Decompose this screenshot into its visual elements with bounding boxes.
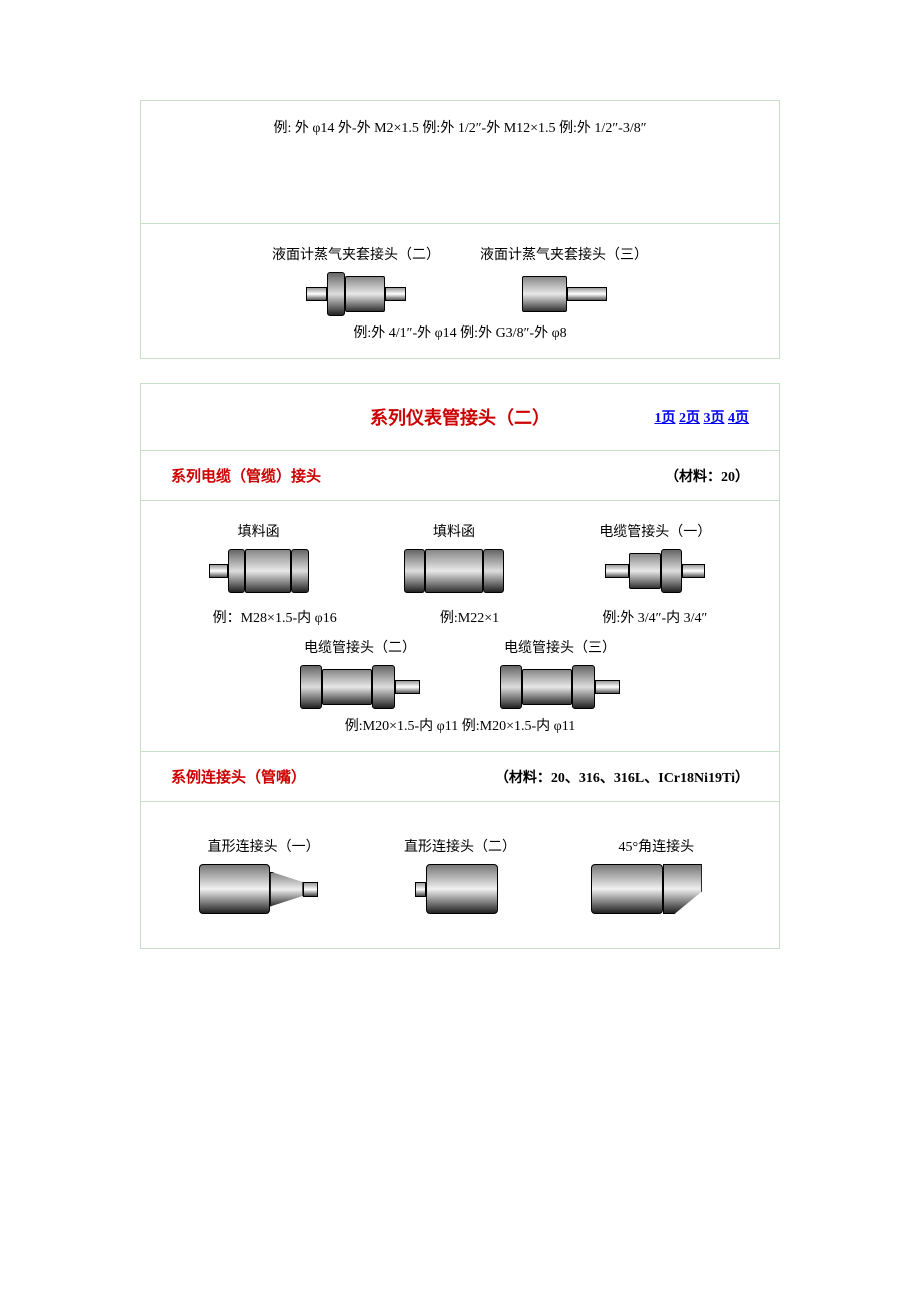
connector-products-cell: 直形连接头（一） 直形连接头（二） 45°角连接头 — [141, 802, 780, 949]
example-text: 例: 外 φ14 外-外 M2×1.5 例:外 1/2″-外 M12×1.5 例… — [161, 117, 759, 137]
product-name: 填料函 — [238, 521, 280, 541]
product-item: 直形连接头（二） — [404, 836, 516, 914]
spacer — [161, 143, 759, 213]
product-row-a: 填料函 填料函 电缆管接头（一） — [161, 521, 759, 593]
page-links: 1页 2页 3页 4页 — [655, 407, 750, 427]
product-item: 填料函 — [404, 521, 504, 593]
box2-header-cell: 系列仪表管接头（二） 1页 2页 3页 4页 — [141, 384, 780, 451]
subsection-label: 系列电缆（管缆）接头 — [171, 465, 321, 486]
socket-icon — [591, 864, 721, 914]
page-link-4[interactable]: 4页 — [728, 411, 749, 426]
fitting-icon — [514, 272, 614, 316]
example-text: 例:M22×1 — [440, 607, 499, 627]
product-item: 电缆管接头（三） — [500, 637, 620, 709]
fitting-icon — [209, 549, 309, 593]
product-name: 填料函 — [433, 521, 475, 541]
example-text: 例:外 4/1″-外 φ14 例:外 G3/8″-外 φ8 — [161, 322, 759, 342]
section-title: 系列仪表管接头（二） — [370, 404, 550, 430]
examples-row-a: 例：M28×1.5-内 φ16 例:M22×1 例:外 3/4″-内 3/4″ — [161, 607, 759, 627]
sub-header-row: 系列电缆（管缆）接头 （材料：20） — [161, 461, 759, 490]
box1-row1: 例: 外 φ14 外-外 M2×1.5 例:外 1/2″-外 M12×1.5 例… — [141, 101, 780, 224]
fitting-icon — [306, 272, 406, 316]
section-box-2: 系列仪表管接头（二） 1页 2页 3页 4页 系列电缆（管缆）接头 （材料：20… — [140, 383, 780, 949]
socket-icon — [415, 864, 505, 914]
fitting-icon — [500, 665, 620, 709]
product-name: 电缆管接头（一） — [599, 521, 711, 541]
fitting-icon — [300, 665, 420, 709]
product-row: 液面计蒸气夹套接头（二） 液面计蒸气夹套接头（三） — [161, 244, 759, 316]
product-item: 液面计蒸气夹套接头（三） — [480, 244, 648, 316]
page-link-2[interactable]: 2页 — [679, 411, 700, 426]
product-name: 直形连接头（二） — [404, 836, 516, 856]
cable-section-header: 系列电缆（管缆）接头 （材料：20） — [141, 451, 780, 501]
product-name: 电缆管接头（二） — [304, 637, 416, 657]
cable-products-cell: 填料函 填料函 电缆管接头（一） — [141, 501, 780, 752]
product-item: 填料函 — [209, 521, 309, 593]
product-name: 直形连接头（一） — [208, 836, 320, 856]
product-name: 45°角连接头 — [619, 836, 695, 856]
product-row-b: 电缆管接头（二） 电缆管接头（三） — [161, 637, 759, 709]
product-item: 电缆管接头（一） — [599, 521, 711, 593]
fitting-icon — [605, 549, 705, 593]
sub-header-row: 系例连接头（管嘴） （材料：20、316、316L、ICr18Ni19Ti） — [161, 762, 759, 791]
product-item: 电缆管接头（二） — [300, 637, 420, 709]
page-link-3[interactable]: 3页 — [704, 411, 725, 426]
connector-section-header: 系例连接头（管嘴） （材料：20、316、316L、ICr18Ni19Ti） — [141, 752, 780, 802]
product-item: 45°角连接头 — [591, 836, 721, 914]
subsection-label: 系例连接头（管嘴） — [171, 766, 306, 787]
example-text: 例：M28×1.5-内 φ16 — [213, 607, 337, 627]
product-item: 直形连接头（一） — [199, 836, 329, 914]
fitting-icon — [404, 549, 504, 593]
material-text: （材料：20） — [665, 466, 749, 486]
section-box-1: 例: 外 φ14 外-外 M2×1.5 例:外 1/2″-外 M12×1.5 例… — [140, 100, 780, 359]
example-text: 例:外 3/4″-内 3/4″ — [602, 607, 707, 627]
header-row: 系列仪表管接头（二） 1页 2页 3页 4页 — [161, 394, 759, 440]
product-row: 直形连接头（一） 直形连接头（二） 45°角连接头 — [161, 836, 759, 914]
product-name: 电缆管接头（三） — [504, 637, 616, 657]
product-item: 液面计蒸气夹套接头（二） — [272, 244, 440, 316]
material-text: （材料：20、316、316L、ICr18Ni19Ti） — [495, 767, 749, 787]
box1-row2: 液面计蒸气夹套接头（二） 液面计蒸气夹套接头（三） 例:外 4/1″-外 φ14… — [141, 224, 780, 359]
example-text: 例:M20×1.5-内 φ11 例:M20×1.5-内 φ11 — [161, 715, 759, 735]
page-link-1[interactable]: 1页 — [655, 411, 676, 426]
socket-icon — [199, 864, 329, 914]
product-name: 液面计蒸气夹套接头（三） — [480, 244, 648, 264]
product-name: 液面计蒸气夹套接头（二） — [272, 244, 440, 264]
